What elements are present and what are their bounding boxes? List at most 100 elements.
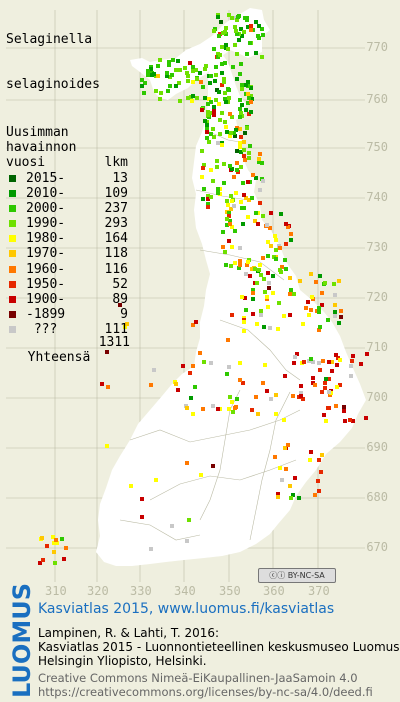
occurrence-square [201,197,205,201]
x-tick-label: 340 [174,584,196,598]
occurrence-square [243,158,247,162]
occurrence-square [263,363,267,367]
occurrence-square [105,444,109,448]
occurrence-square [206,194,210,198]
occurrence-square [224,26,228,30]
occurrence-square [278,246,282,250]
occurrence-square [45,544,49,548]
occurrence-square [199,473,203,477]
legend-row: ??? 111 [6,322,130,337]
occurrence-square [279,270,283,274]
occurrence-square [207,140,211,144]
occurrence-square [140,84,144,88]
occurrence-square [230,199,234,203]
legend-count: 164 [104,231,128,247]
occurrence-square [254,395,258,399]
license-badge-text: BY-NC-SA [287,571,325,580]
occurrence-square [203,119,207,123]
occurrence-square [201,166,205,170]
occurrence-square [284,222,288,226]
occurrence-square [227,239,231,243]
occurrence-square [227,96,231,100]
occurrence-square [333,303,337,307]
occurrence-square [239,62,243,66]
occurrence-square [245,263,249,267]
occurrence-square [242,154,246,158]
occurrence-square [320,390,324,394]
occurrence-square [273,455,277,459]
occurrence-square [60,537,64,541]
occurrence-square [280,478,284,482]
occurrence-square [170,73,174,77]
occurrence-square [170,524,174,528]
occurrence-square [364,416,368,420]
y-tick-label: 710 [366,340,388,354]
occurrence-square [228,112,232,116]
occurrence-square [123,325,127,329]
occurrence-square [216,191,220,195]
occurrence-square [52,550,56,554]
y-tick-label: 670 [366,540,388,554]
legend-count: 116 [104,261,128,277]
occurrence-square [221,245,225,249]
occurrence-square [227,211,231,215]
occurrence-square [174,84,178,88]
occurrence-square [245,52,249,56]
legend-year: 2010- [26,186,66,202]
occurrence-square [266,240,270,244]
occurrence-square [253,267,257,271]
occurrence-square [262,325,266,329]
occurrence-square [207,97,211,101]
legend-count: 52 [112,276,128,292]
occurrence-square [242,329,246,333]
occurrence-square [62,557,66,561]
occurrence-square [206,102,210,106]
legend-swatch [9,280,16,288]
occurrence-square [203,67,207,71]
cc-license-badge[interactable]: ⓒⓘ BY-NC-SA [258,568,336,583]
occurrence-square [235,161,239,165]
occurrence-square [203,96,207,100]
occurrence-square [263,290,267,294]
occurrence-square [324,419,328,423]
occurrence-square [253,219,257,223]
occurrence-square [332,282,336,286]
occurrence-square [105,350,109,354]
license-url[interactable]: https://creativecommons.org/licenses/by-… [38,685,373,699]
occurrence-square [234,29,238,33]
license-text: Creative Commons Nimeä-EiKaupallinen-Jaa… [38,671,373,699]
legend-year: 2015- [26,171,66,186]
y-tick-label: 750 [366,140,388,154]
occurrence-square [171,58,175,62]
occurrence-square [337,321,341,325]
occurrence-square [209,74,213,78]
occurrence-square [249,24,253,28]
occurrence-square [309,272,313,276]
occurrence-square [238,115,242,119]
occurrence-square [267,281,271,285]
finland-outline [96,8,366,566]
occurrence-square [235,168,239,172]
occurrence-square [343,419,347,423]
occurrence-square [249,28,253,32]
occurrence-square [212,113,216,117]
occurrence-square [118,303,122,307]
occurrence-square [215,159,219,163]
occurrence-square [209,100,213,104]
occurrence-square [185,539,189,543]
occurrence-square [251,288,255,292]
occurrence-square [298,279,302,283]
occurrence-square [212,135,216,139]
occurrence-square [216,187,220,191]
occurrence-square [129,484,133,488]
occurrence-square [205,130,209,134]
occurrence-square [238,107,242,111]
legend-year: 1970- [26,246,66,262]
legend-count: 89 [112,291,128,307]
occurrence-square [149,67,153,71]
occurrence-square [156,74,160,78]
atlas-link[interactable]: Kasviatlas 2015, www.luomus.fi/kasviatla… [38,601,335,617]
occurrence-square [250,408,254,412]
occurrence-square [262,277,266,281]
occurrence-square [227,13,231,17]
